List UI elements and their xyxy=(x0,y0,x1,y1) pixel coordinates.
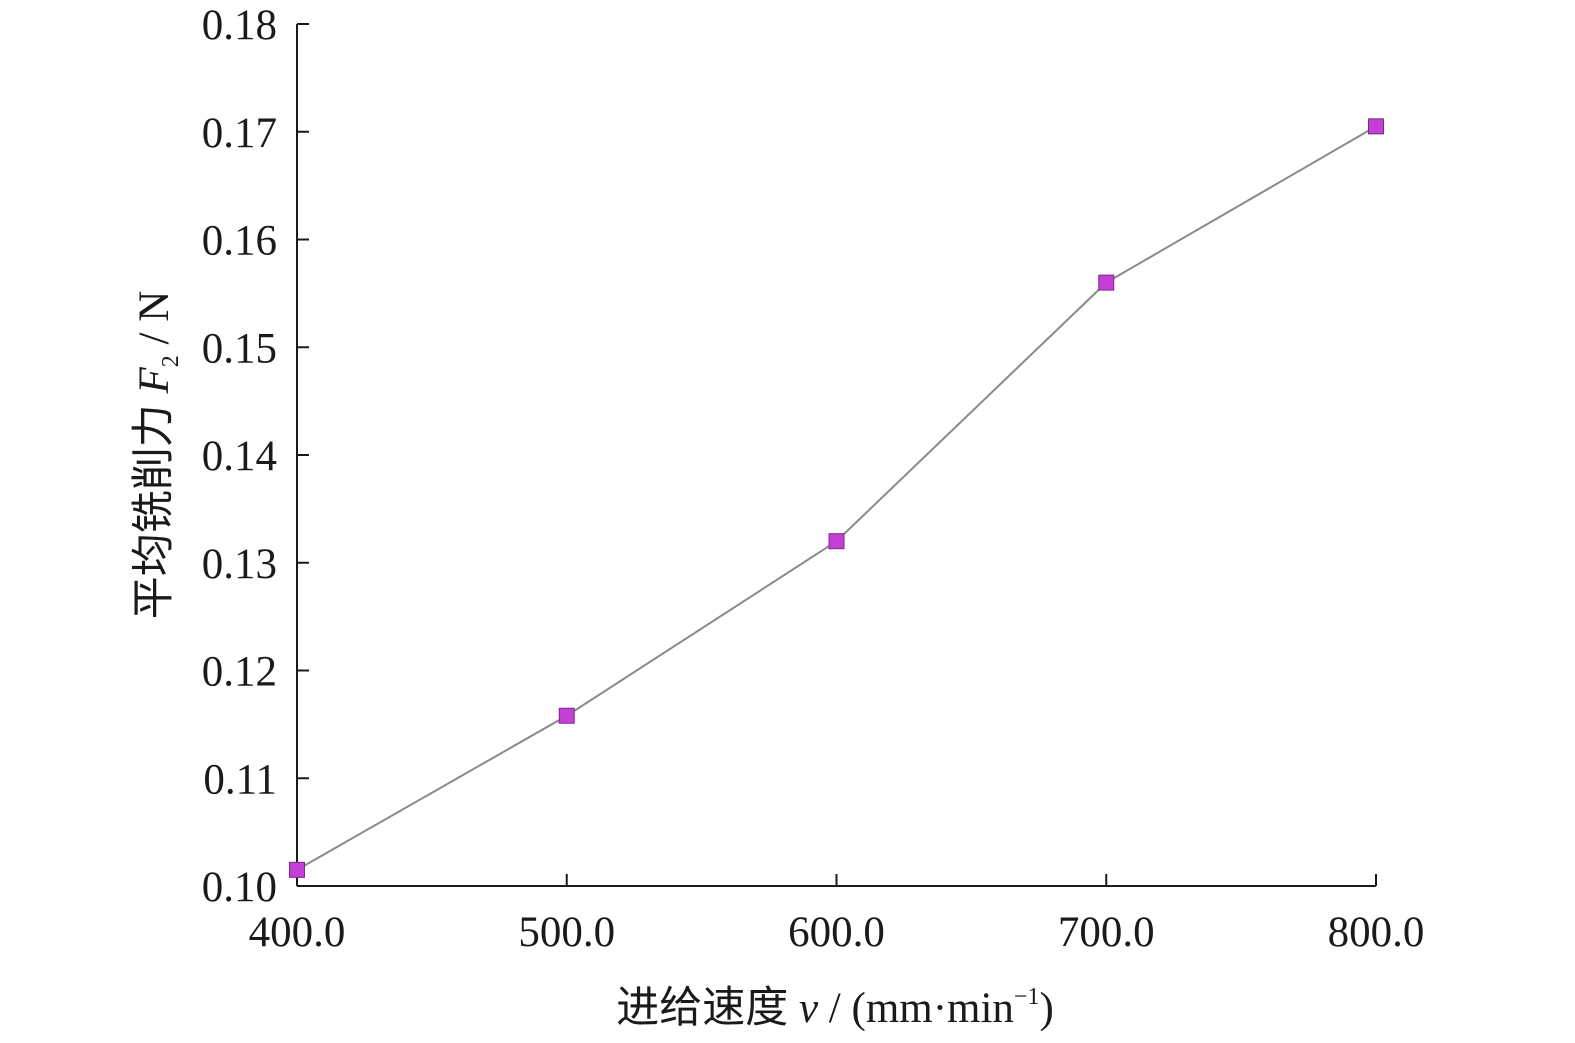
y-tick-label: 0.16 xyxy=(202,218,277,265)
series xyxy=(289,118,1384,878)
x-axis-title-unit: / (mm·min xyxy=(818,985,1014,1032)
y-tick-label: 0.10 xyxy=(202,864,277,911)
series-line xyxy=(296,125,1377,871)
y-axis-title-subscript: 2 xyxy=(158,355,184,367)
x-tick-label: 700.0 xyxy=(1058,909,1155,956)
y-tick-label: 0.17 xyxy=(202,110,277,157)
axes xyxy=(296,24,1376,887)
x-tick-label: 500.0 xyxy=(518,909,615,956)
data-point xyxy=(558,707,575,724)
y-tick-label: 0.12 xyxy=(202,649,277,696)
data-point xyxy=(828,533,845,550)
y-tick-label: 0.14 xyxy=(202,433,277,480)
data-point xyxy=(1368,118,1384,135)
x-axis-title-exponent: −1 xyxy=(1014,984,1040,1010)
data-point xyxy=(289,861,305,878)
x-axis-title-prefix: 进给速度 xyxy=(616,985,799,1032)
y-axis-title-variable: F xyxy=(131,367,178,395)
ticks: 0.10 0.11 0.12 0.13 0.14 0.15 0.16 0.17 0.18 400.… xyxy=(202,2,1425,956)
y-axis-title: 平均铣削力 F2 / N xyxy=(131,291,184,620)
y-tick-label: 0.13 xyxy=(202,541,277,588)
y-tick-label: 0.18 xyxy=(202,2,277,49)
y-tick-label: 0.15 xyxy=(202,325,277,372)
x-axis-title-suffix: ) xyxy=(1039,985,1053,1032)
x-tick-label: 600.0 xyxy=(788,909,885,956)
data-point xyxy=(1098,274,1115,291)
y-axis-title-prefix: 平均铣削力 xyxy=(131,394,178,620)
x-axis-title: 进给速度 v / (mm·min−1) xyxy=(616,984,1054,1032)
x-tick-label: 800.0 xyxy=(1328,909,1425,956)
x-axis-title-variable: v xyxy=(799,985,819,1032)
y-axis-title-suffix: / N xyxy=(131,291,178,356)
y-tick-label: 0.11 xyxy=(203,756,277,803)
x-tick-label: 400.0 xyxy=(249,909,346,956)
